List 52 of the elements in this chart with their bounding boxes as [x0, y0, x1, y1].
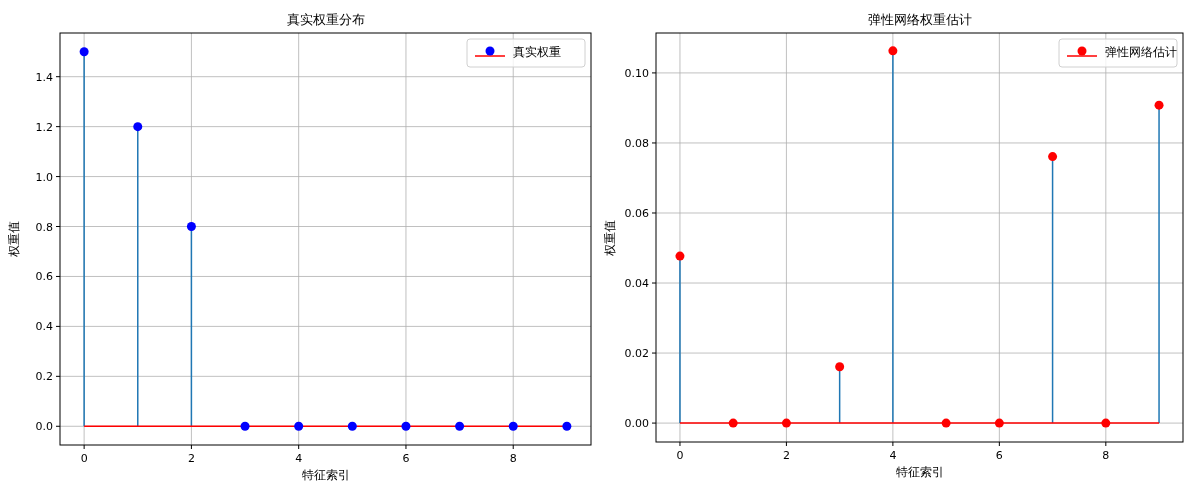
x-tick-label: 0	[676, 449, 684, 462]
point	[1154, 100, 1164, 110]
y-tick-label: 1.2	[35, 120, 53, 134]
point	[508, 421, 518, 431]
y-tick-label: 0.8	[35, 220, 53, 234]
point	[675, 251, 685, 261]
point	[240, 421, 250, 431]
y-tick-label: 0.00	[624, 417, 649, 431]
x-tick-label: 8	[509, 452, 517, 465]
point	[835, 362, 845, 372]
point	[941, 418, 951, 428]
y-tick-label: 0.04	[624, 277, 649, 291]
point	[562, 421, 572, 431]
y-tick-label: 0.0	[35, 420, 53, 434]
point	[781, 418, 791, 428]
x-axis-title: 特征索引	[301, 468, 350, 482]
point	[79, 47, 89, 57]
x-tick-label: 8	[1102, 449, 1110, 462]
y-tick-label: 1.4	[35, 70, 53, 84]
y-axis-title: 权重值	[7, 221, 21, 258]
point	[347, 421, 357, 431]
y-tick-label: 0.10	[624, 66, 649, 80]
x-tick-label: 6	[402, 452, 410, 465]
legend-label: 弹性网络估计	[1105, 45, 1177, 59]
point	[1048, 152, 1058, 162]
point	[455, 421, 465, 431]
chart-title: 真实权重分布	[286, 12, 365, 27]
point	[994, 418, 1004, 428]
x-tick-label: 2	[782, 449, 790, 462]
legend-label: 真实权重	[513, 45, 561, 59]
x-tick-label: 4	[889, 449, 897, 462]
point	[186, 222, 196, 232]
y-tick-label: 0.08	[624, 136, 649, 150]
point	[401, 421, 411, 431]
y-tick-label: 0.02	[624, 347, 649, 361]
point	[133, 122, 143, 132]
x-tick-label: 6	[995, 449, 1003, 462]
point	[888, 46, 898, 56]
y-axis-title: 权重值	[603, 219, 617, 257]
y-tick-label: 0.4	[35, 320, 53, 334]
x-tick-label: 2	[187, 452, 195, 465]
chart-title: 弹性网络权重估计	[867, 12, 972, 27]
y-tick-label: 0.6	[35, 270, 53, 284]
point	[1101, 418, 1111, 428]
x-tick-label: 0	[80, 452, 88, 465]
y-tick-label: 0.06	[624, 206, 649, 220]
x-tick-label: 4	[295, 452, 303, 465]
x-axis-title: 特征索引	[895, 465, 944, 479]
y-tick-label: 0.2	[35, 370, 53, 384]
y-tick-label: 1.0	[35, 170, 53, 184]
point	[728, 418, 738, 428]
point	[294, 421, 304, 431]
